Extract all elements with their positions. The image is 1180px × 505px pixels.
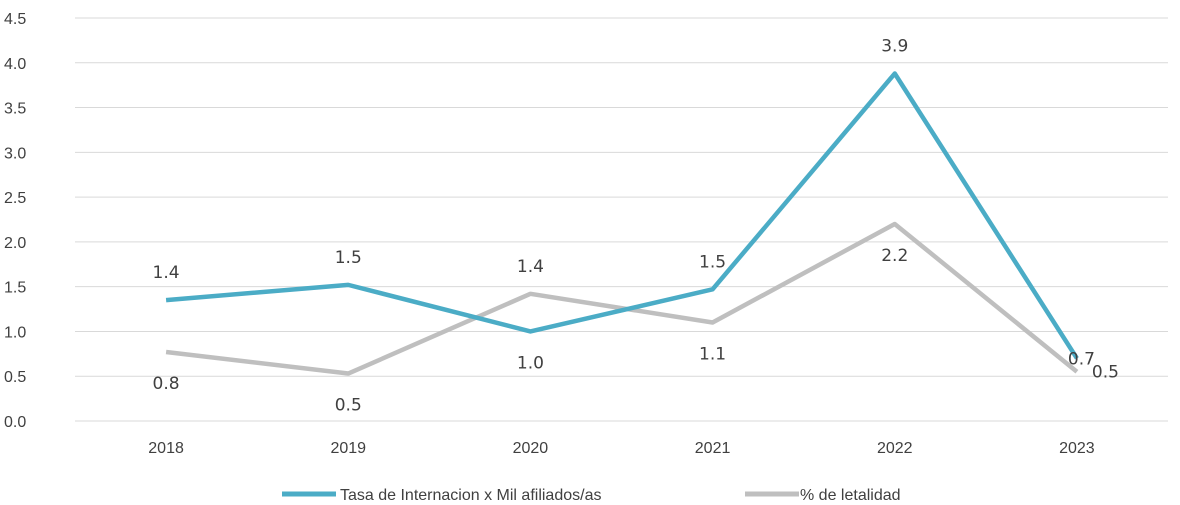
- y-tick-label: 0.0: [4, 414, 26, 431]
- x-tick-label: 2023: [1059, 440, 1095, 457]
- data-label: 1.4: [153, 263, 180, 283]
- data-label: 0.5: [335, 396, 362, 416]
- x-axis: 2018 2019 2020 2021 2022 2023: [148, 440, 1095, 457]
- y-tick-label: 2.0: [4, 235, 26, 252]
- data-label: 1.5: [335, 248, 362, 268]
- data-label: 0.8: [153, 374, 180, 394]
- data-label: 1.1: [699, 344, 726, 364]
- data-label: 3.9: [881, 37, 908, 57]
- y-tick-label: 3.5: [4, 101, 26, 118]
- legend: Tasa de Internacion x Mil afiliados/as %…: [282, 487, 901, 504]
- x-tick-label: 2018: [148, 440, 184, 457]
- y-tick-label: 0.5: [4, 369, 26, 386]
- y-axis: 0.0 0.5 1.0 1.5 2.0 2.5 3.0 3.5 4.0 4.5: [4, 11, 26, 431]
- y-tick-label: 3.0: [4, 145, 26, 162]
- data-labels: 1.4 1.5 1.0 1.5 3.9 0.7 0.8 0.5 1.4 1.1 2.2 0.5: [153, 37, 1119, 416]
- x-tick-label: 2022: [877, 440, 913, 457]
- data-label: 1.4: [517, 257, 544, 277]
- y-tick-label: 1.0: [4, 324, 26, 341]
- x-tick-label: 2021: [695, 440, 731, 457]
- series-line-letalidad: [165, 221, 1079, 376]
- y-tick-label: 4.5: [4, 11, 26, 28]
- legend-label-letalidad: % de letalidad: [800, 487, 901, 504]
- data-label: 2.2: [881, 246, 908, 266]
- legend-label-tasa: Tasa de Internacion x Mil afiliados/as: [340, 487, 601, 504]
- y-tick-label: 4.0: [4, 56, 26, 73]
- data-label: 0.5: [1092, 363, 1119, 383]
- data-label: 1.0: [517, 353, 544, 373]
- y-tick-label: 2.5: [4, 190, 26, 207]
- x-tick-label: 2020: [513, 440, 549, 457]
- data-label: 0.7: [1068, 349, 1095, 369]
- y-tick-label: 1.5: [4, 280, 26, 297]
- series-line-tasa: [165, 71, 1079, 360]
- gridlines: [75, 17, 1168, 422]
- series-lines: [165, 71, 1079, 376]
- x-tick-label: 2019: [330, 440, 366, 457]
- data-label: 1.5: [699, 252, 726, 272]
